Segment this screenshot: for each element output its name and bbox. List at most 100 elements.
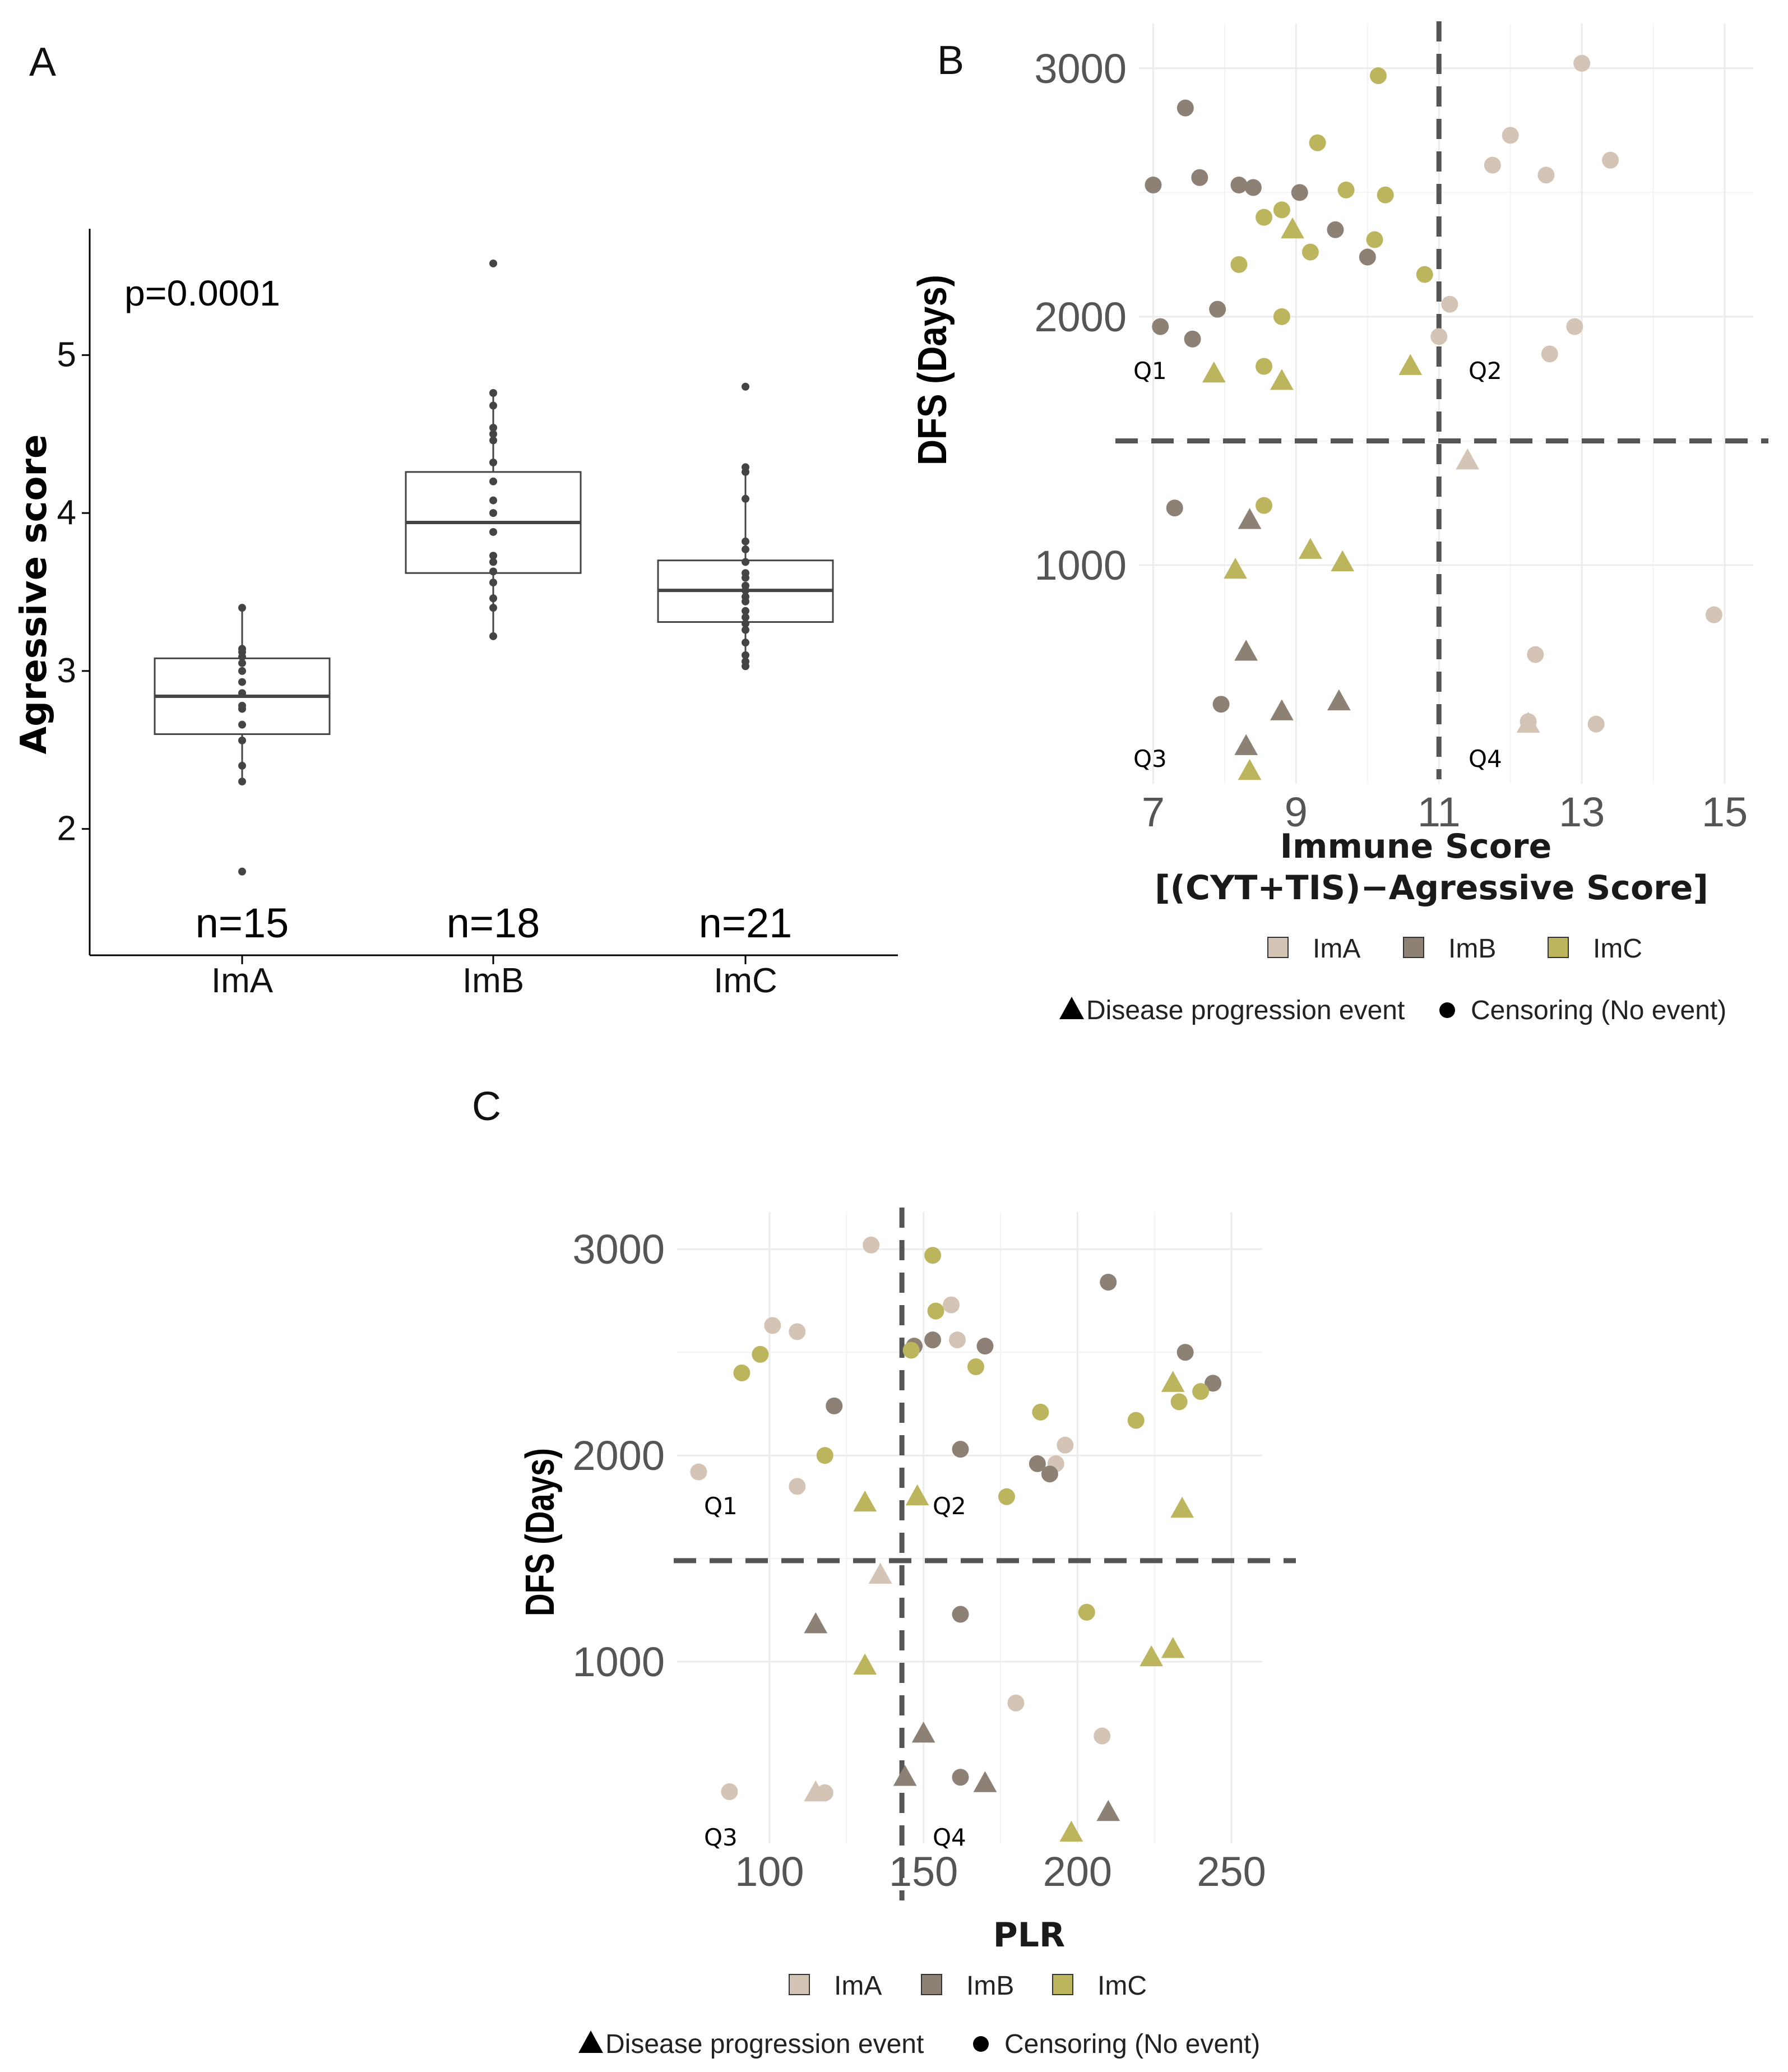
censor-point-ImC [924, 1247, 942, 1264]
b-x-tick-label: 15 [1702, 789, 1748, 835]
box-point [238, 645, 246, 653]
legend-event-label: Disease progression event [1086, 996, 1405, 1025]
censor-point-ImA [1573, 54, 1591, 72]
panel-b-points [1145, 54, 1722, 780]
legend-swatch-ImA [789, 1974, 810, 1995]
event-point-ImC [853, 1490, 877, 1512]
c-x-tick-label: 250 [1197, 1848, 1266, 1895]
box-point [742, 607, 749, 615]
panel-b-x-axis-title-line2: [(CYT+TIS)−Agressive Score] [1155, 868, 1708, 908]
box-point [489, 594, 497, 603]
legend-label-ImC: ImC [1097, 1971, 1147, 2001]
censor-point-ImB [1205, 1375, 1222, 1392]
panel-b-y-ticks: 1000 2000 3000 [1034, 45, 1127, 589]
legend-swatch-ImA [1267, 937, 1289, 958]
legend-triangle-icon [578, 2031, 603, 2053]
panel-a-y-axis-title: Agressive score [13, 434, 55, 755]
panel-c-grid [677, 1212, 1262, 1843]
panel-a-y-tick-label: 3 [57, 651, 76, 690]
box-point [489, 496, 497, 505]
censor-point-ImB [1100, 1274, 1117, 1291]
box-point [489, 579, 497, 587]
b-y-tick-label: 2000 [1034, 294, 1127, 340]
panel-b-y-axis-title: DFS (Days) [910, 275, 955, 465]
censor-point-ImA [1587, 715, 1605, 733]
censor-point-ImC [733, 1365, 751, 1382]
c-x-tick-label: 150 [889, 1848, 958, 1895]
censor-point-ImA [789, 1478, 806, 1495]
event-point-ImC [1161, 1637, 1185, 1658]
quadrant-label: Q1 [1133, 357, 1167, 385]
censor-point-ImC [1369, 67, 1387, 85]
censor-point-ImB [1166, 499, 1183, 517]
box-point [238, 689, 246, 697]
panel-c: C 1000 2000 3000 100 150 200 250 Q1 Q2 Q3 Q4 DFS… [472, 1084, 1296, 2059]
censor-point-ImA [1094, 1727, 1111, 1745]
censor-point-ImB [1041, 1465, 1058, 1483]
quadrant-label: Q2 [933, 1492, 966, 1520]
box-point [742, 558, 749, 566]
censor-point-ImB [1191, 169, 1208, 186]
censor-point-ImA [789, 1323, 806, 1340]
box-point [742, 463, 749, 471]
censor-point-ImA [1007, 1694, 1025, 1712]
panel-b-quadrant-labels: Q1 Q2 Q3 Q4 [1133, 357, 1502, 773]
censor-point-ImB [1209, 300, 1226, 318]
censor-point-ImC [1273, 201, 1290, 219]
box-point [742, 382, 749, 391]
censor-point-ImA [764, 1317, 781, 1334]
box-point [489, 458, 497, 466]
panel-a-count-label: n=18 [447, 900, 540, 946]
box-point [238, 701, 246, 710]
event-point-ImB [973, 1771, 997, 1792]
legend-label-ImA: ImA [834, 1971, 882, 2001]
event-point-ImC [1281, 217, 1304, 239]
legend-circle-icon [973, 2036, 989, 2052]
censor-point-ImB [1244, 179, 1262, 196]
quadrant-label: Q4 [933, 1824, 966, 1851]
censor-point-ImB [924, 1331, 942, 1349]
event-point-ImC [1224, 557, 1247, 579]
panel-letter-a: A [29, 40, 56, 85]
event-point-ImC [1202, 361, 1226, 383]
box-point [742, 639, 749, 647]
censor-point-ImC [1192, 1383, 1210, 1400]
box-point [742, 569, 749, 577]
censor-point-ImB [1029, 1455, 1046, 1472]
legend-label-ImA: ImA [1313, 934, 1360, 964]
censor-point-ImC [1256, 209, 1273, 226]
box-point [742, 593, 749, 601]
box-point [489, 567, 497, 576]
box-point [238, 778, 246, 786]
censor-point-ImB [1291, 184, 1308, 201]
censor-point-ImC [1078, 1603, 1095, 1621]
event-point-ImB [911, 1721, 935, 1743]
event-point-ImC [1170, 1496, 1194, 1518]
censor-point-ImC [902, 1342, 920, 1359]
c-x-tick-label: 100 [735, 1848, 804, 1895]
event-point-ImC [1331, 550, 1355, 572]
censor-point-ImC [1170, 1393, 1188, 1410]
censor-point-ImB [952, 1606, 969, 1623]
box-point [489, 604, 497, 612]
legend-event-label: Disease progression event [605, 2029, 924, 2059]
box-point [489, 552, 497, 560]
box-point [238, 667, 246, 675]
panel-a-x-ticks: ImA ImB ImC [211, 955, 777, 1000]
censor-point-ImA [863, 1236, 880, 1254]
censor-point-ImC [1377, 186, 1394, 203]
censor-point-ImB [826, 1397, 843, 1414]
panel-a-y-ticks: 2 3 4 5 [57, 335, 90, 848]
panel-a-x-tick-label: ImC [714, 961, 777, 1000]
legend-circle-icon [1439, 1002, 1455, 1018]
censor-point-ImA [1057, 1436, 1074, 1454]
event-point-ImB [804, 1612, 828, 1634]
event-point-ImC [1270, 369, 1294, 390]
legend-swatch-ImC [1548, 937, 1569, 958]
censor-point-ImB [1145, 177, 1162, 194]
b-y-tick-label: 1000 [1034, 542, 1127, 589]
box-point [489, 389, 497, 397]
censor-point-ImA [1602, 151, 1619, 169]
b-x-tick-label: 13 [1559, 789, 1605, 835]
